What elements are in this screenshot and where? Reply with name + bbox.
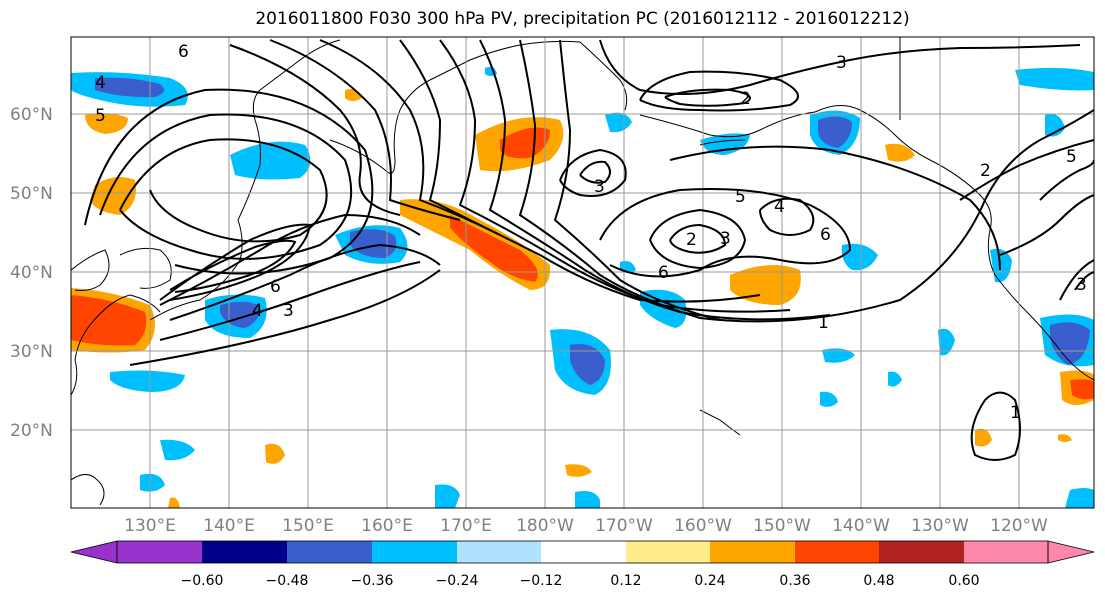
pv-label: 4: [252, 301, 263, 321]
pv-label: 6: [658, 263, 669, 283]
lon-label: 150°W: [753, 516, 811, 536]
colorbar-segment: [964, 541, 1048, 563]
lon-label: 130°E: [124, 516, 176, 536]
lat-label: 20°N: [10, 421, 53, 441]
colorbar-ticks: −0.60 −0.48 −0.36 −0.24 −0.12 0.12 0.24 …: [181, 573, 980, 589]
lon-label: 130°W: [911, 516, 969, 536]
lon-label: 150°E: [282, 516, 334, 536]
lon-label: 140°W: [832, 516, 890, 536]
colorbar-segment: [202, 541, 287, 563]
colorbar-segment: [372, 541, 457, 563]
pv-label: 6: [178, 42, 189, 62]
pv-label: 6: [820, 225, 831, 245]
colorbar-segment: [70, 540, 118, 564]
plot-frame: [70, 36, 1095, 509]
lat-label: 40°N: [10, 263, 53, 283]
pv-label: 2: [980, 161, 991, 181]
colorbar-tick: 0.36: [779, 573, 810, 589]
pv-label: 5: [1066, 147, 1077, 167]
colorbar-tick: −0.36: [351, 573, 394, 589]
pv-label: 3: [1076, 275, 1087, 295]
lon-label: 170°E: [440, 516, 492, 536]
lon-label: 170°W: [595, 516, 653, 536]
lon-label: 160°E: [361, 516, 413, 536]
colorbar-tick: −0.24: [436, 573, 479, 589]
colorbar-segment: [879, 541, 964, 563]
colorbar-segment: [457, 541, 541, 563]
pv-label: 4: [95, 73, 106, 93]
lat-label: 60°N: [10, 105, 53, 125]
pv-label: 2: [686, 230, 697, 250]
colorbar-segment: [710, 541, 795, 563]
pv-label: 3: [836, 53, 847, 73]
colorbar-segment: [1047, 540, 1095, 564]
pv-label: 6: [270, 277, 281, 297]
colorbar-segment: [795, 541, 879, 563]
pv-label: 3: [720, 229, 731, 249]
colorbar-segment: [541, 541, 626, 563]
colorbar-tick: −0.12: [520, 573, 563, 589]
pv-label: 5: [735, 187, 746, 207]
precipitation-shading: [71, 66, 1094, 508]
colorbar-tick: 0.12: [610, 573, 641, 589]
colorbar-segment: [287, 541, 372, 563]
lat-label: 30°N: [10, 342, 53, 362]
colorbar-segment: [626, 541, 710, 563]
graticule: [71, 37, 1094, 508]
colorbar-tick: 0.48: [863, 573, 894, 589]
pv-label: 2: [740, 89, 751, 109]
colorbar-tick: 0.24: [694, 573, 725, 589]
pv-contour-labels: 6 5 4 3 2 1 6 4 3 5 3 2 3 5 4 6 2 3 6 1: [95, 42, 1087, 423]
colorbar: [70, 540, 1095, 564]
lat-label: 50°N: [10, 184, 53, 204]
colorbar-tick: −0.60: [181, 573, 224, 589]
pv-contours: [84, 39, 1094, 461]
pv-label: 5: [95, 106, 106, 126]
colorbar-segment: [117, 541, 202, 563]
lon-label: 140°E: [203, 516, 255, 536]
pv-label: 3: [283, 301, 294, 321]
pv-label: 3: [594, 177, 605, 197]
pv-label: 4: [774, 197, 785, 217]
longitude-labels: 130°E 140°E 150°E 160°E 170°E 180°W 170°…: [124, 516, 1048, 536]
colorbar-tick: 0.60: [948, 573, 979, 589]
latitude-labels: 60°N 50°N 40°N 30°N 20°N: [10, 105, 53, 441]
colorbar-tick: −0.48: [266, 573, 309, 589]
lon-label: 160°W: [674, 516, 732, 536]
colorbar-frame: [116, 540, 1049, 564]
map-title: 2016011800 F030 300 hPa PV, precipitatio…: [255, 9, 910, 29]
lon-label: 120°W: [990, 516, 1048, 536]
lon-label: 180°W: [516, 516, 574, 536]
pv-label: 1: [1010, 403, 1021, 423]
pv-label: 1: [818, 313, 829, 333]
